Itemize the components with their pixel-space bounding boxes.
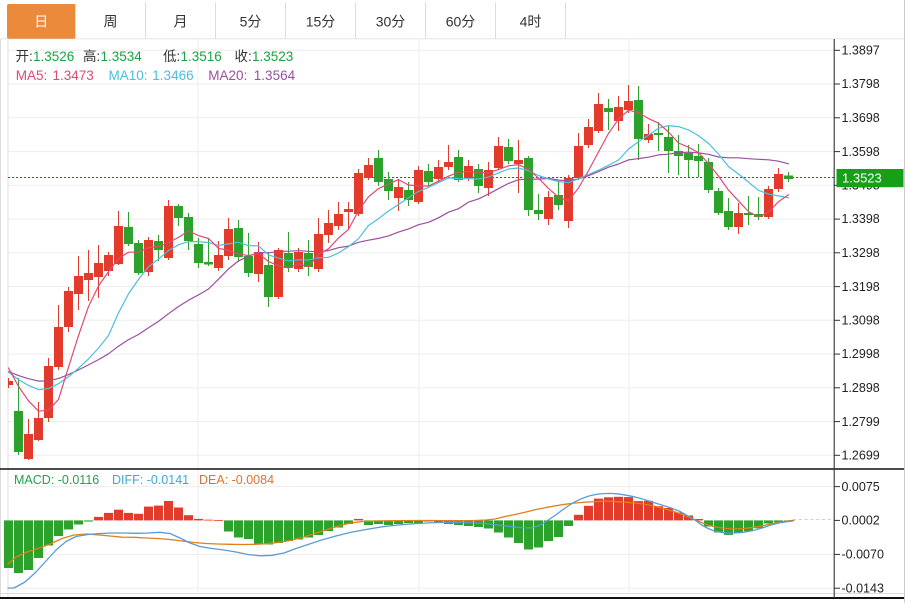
svg-text:0.0002: 0.0002 (842, 514, 880, 528)
svg-text:1.3298: 1.3298 (842, 246, 880, 260)
svg-text:1.3534: 1.3534 (101, 49, 143, 64)
svg-text:5分: 5分 (240, 14, 262, 30)
svg-text:1.2998: 1.2998 (842, 347, 880, 361)
svg-text:周: 周 (104, 14, 118, 30)
svg-text:-0.0143: -0.0143 (842, 581, 884, 595)
svg-text:-0.0070: -0.0070 (842, 548, 884, 562)
svg-text:30分: 30分 (376, 14, 406, 30)
svg-text:高:: 高: (83, 48, 100, 64)
svg-text:1.2898: 1.2898 (842, 381, 880, 395)
svg-text:MA10:: MA10: (109, 68, 148, 83)
svg-text:开:: 开: (16, 49, 33, 64)
svg-text:1.2799: 1.2799 (842, 415, 880, 429)
svg-text:60分: 60分 (446, 14, 476, 30)
svg-text:1.3198: 1.3198 (842, 280, 880, 294)
svg-text:1.3516: 1.3516 (181, 49, 222, 64)
svg-text:收:: 收: (235, 49, 252, 64)
svg-text:0.0075: 0.0075 (842, 480, 880, 494)
svg-text:MACD: -0.0116: MACD: -0.0116 (14, 473, 99, 487)
svg-text:日: 日 (34, 14, 48, 30)
svg-text:MA20:: MA20: (208, 68, 247, 83)
svg-text:1.3466: 1.3466 (152, 68, 193, 83)
svg-text:DIFF: -0.0141: DIFF: -0.0141 (112, 473, 189, 487)
svg-text:1.3698: 1.3698 (842, 111, 880, 125)
svg-text:1.3526: 1.3526 (33, 49, 74, 64)
svg-text:1.3473: 1.3473 (53, 68, 94, 83)
svg-text:1.2699: 1.2699 (842, 449, 880, 463)
svg-text:15分: 15分 (306, 14, 336, 30)
svg-text:MA5:: MA5: (16, 68, 48, 83)
svg-text:4时: 4时 (520, 14, 542, 30)
svg-text:1.3398: 1.3398 (842, 212, 880, 226)
svg-text:DEA: -0.0084: DEA: -0.0084 (199, 473, 274, 487)
svg-text:1.3523: 1.3523 (842, 171, 882, 186)
svg-text:1.3523: 1.3523 (252, 49, 293, 64)
svg-text:1.3564: 1.3564 (254, 68, 296, 83)
svg-text:1.3798: 1.3798 (842, 77, 880, 91)
svg-text:1.3098: 1.3098 (842, 314, 880, 328)
svg-text:1.3897: 1.3897 (842, 44, 880, 58)
svg-text:1.3598: 1.3598 (842, 145, 880, 159)
svg-text:月: 月 (174, 14, 188, 30)
svg-text:低:: 低: (163, 49, 180, 64)
